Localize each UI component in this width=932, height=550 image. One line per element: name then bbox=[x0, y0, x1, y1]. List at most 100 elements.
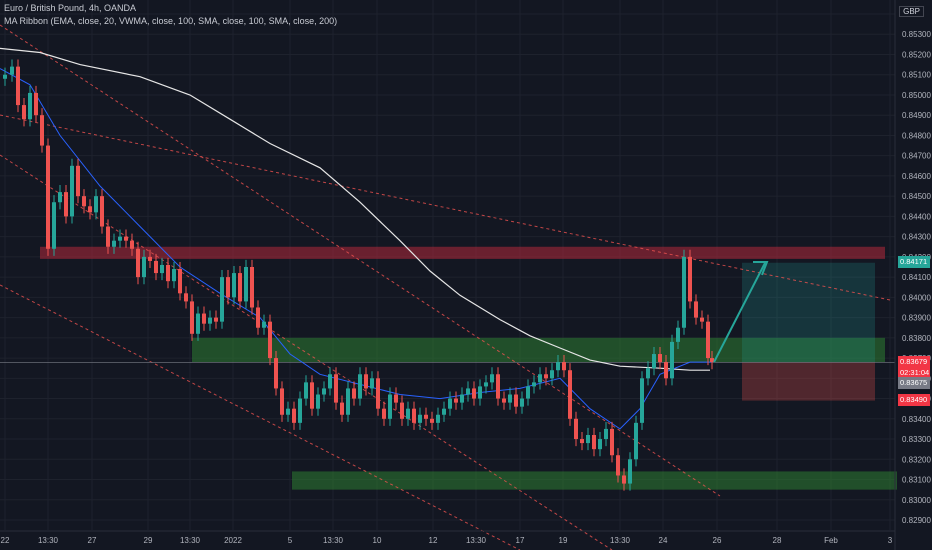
candle-body bbox=[658, 354, 662, 363]
candle-body bbox=[412, 408, 416, 423]
candle-body bbox=[676, 327, 680, 342]
candle-body bbox=[604, 428, 608, 440]
countdown-value: 02:31:04 bbox=[900, 368, 930, 377]
channel-line bbox=[0, 114, 891, 301]
stop-price-tag: 0.83490 bbox=[898, 394, 930, 406]
candle-body bbox=[640, 378, 644, 423]
candle-body bbox=[190, 301, 194, 334]
candle-body bbox=[34, 92, 38, 116]
price-tick-label: 0.83100 bbox=[902, 476, 931, 485]
candle-body bbox=[424, 414, 428, 419]
time-tick-label: 13:30 bbox=[466, 536, 487, 545]
candle-body bbox=[328, 374, 332, 389]
candle-body bbox=[526, 386, 530, 399]
candle-body bbox=[490, 374, 494, 383]
candle-body bbox=[172, 269, 176, 282]
time-tick-label: 26 bbox=[713, 536, 722, 545]
ma-price-tag: 0.83675 bbox=[898, 377, 930, 389]
indicator-title[interactable]: MA Ribbon (EMA, close, 20, VWMA, close, … bbox=[4, 16, 338, 26]
candle-body bbox=[472, 388, 476, 399]
candle-body bbox=[316, 394, 320, 409]
candle-body bbox=[710, 358, 714, 363]
price-tick-label: 0.84600 bbox=[902, 172, 931, 181]
candle-body bbox=[76, 165, 80, 197]
candle-body bbox=[622, 475, 626, 484]
candle-body bbox=[310, 382, 314, 409]
time-tick-label: 22 bbox=[1, 536, 10, 545]
support-zone-lower bbox=[292, 471, 897, 490]
candle-body bbox=[250, 267, 254, 308]
candle-body bbox=[364, 374, 368, 389]
candle-body bbox=[292, 408, 296, 423]
price-tick-label: 0.84400 bbox=[902, 212, 931, 221]
candle-body bbox=[484, 382, 488, 387]
candle-body bbox=[256, 307, 260, 328]
candle-body bbox=[346, 388, 350, 415]
candle-body bbox=[70, 165, 74, 217]
candle-body bbox=[664, 362, 668, 379]
candle-body bbox=[118, 236, 122, 241]
currency-label[interactable]: GBP bbox=[899, 6, 924, 17]
candle-body bbox=[448, 398, 452, 409]
candle-body bbox=[694, 301, 698, 318]
time-tick-label: 13:30 bbox=[38, 536, 59, 545]
position-profit-zone bbox=[742, 262, 875, 363]
time-tick-label: 3 bbox=[888, 536, 893, 545]
candle-body bbox=[616, 455, 620, 476]
candle-body bbox=[580, 439, 584, 444]
candle-body bbox=[154, 260, 158, 274]
candle-body bbox=[166, 264, 170, 282]
candle-body bbox=[94, 196, 98, 213]
candle-body bbox=[682, 256, 686, 328]
candle-body bbox=[442, 408, 446, 415]
support-zone-upper bbox=[192, 337, 885, 363]
candle-body bbox=[298, 398, 302, 423]
candle-body bbox=[706, 321, 710, 359]
candle-body bbox=[478, 386, 482, 399]
candle-body bbox=[382, 408, 386, 419]
price-tick-label: 0.84900 bbox=[902, 111, 931, 120]
price-tick-label: 0.85200 bbox=[902, 50, 931, 59]
candle-body bbox=[700, 317, 704, 322]
current-price-value: 0.83679 bbox=[900, 357, 928, 366]
candle-body bbox=[514, 394, 518, 407]
time-tick-label: 29 bbox=[144, 536, 153, 545]
time-tick-label: 12 bbox=[429, 536, 438, 545]
time-tick-label: 13:30 bbox=[180, 536, 201, 545]
candle-body bbox=[394, 394, 398, 403]
candle-body bbox=[532, 382, 536, 387]
candle-body bbox=[40, 115, 44, 146]
candle-body bbox=[562, 362, 566, 371]
candle-body bbox=[352, 388, 356, 399]
candle-body bbox=[574, 418, 578, 440]
time-tick-label: 13:30 bbox=[323, 536, 344, 545]
candle-body bbox=[634, 422, 638, 460]
candle-body bbox=[460, 394, 464, 403]
candle-body bbox=[268, 321, 272, 359]
price-tick-label: 0.84800 bbox=[902, 131, 931, 140]
price-tick-label: 0.84100 bbox=[902, 273, 931, 282]
time-tick-label: 19 bbox=[559, 536, 568, 545]
projection-arrowhead bbox=[752, 260, 769, 276]
candle-body bbox=[106, 226, 110, 247]
candle-body bbox=[592, 434, 596, 450]
candle-body bbox=[226, 277, 230, 298]
candle-body bbox=[280, 388, 284, 415]
candle-body bbox=[370, 378, 374, 389]
candle-body bbox=[586, 434, 590, 444]
price-tick-label: 0.85300 bbox=[902, 30, 931, 39]
symbol-title[interactable]: Euro / British Pound, 4h, OANDA bbox=[4, 3, 137, 13]
candle-body bbox=[196, 313, 200, 334]
candle-body bbox=[466, 388, 470, 395]
price-tick-label: 0.83300 bbox=[902, 435, 931, 444]
candle-body bbox=[82, 196, 86, 207]
price-tick-label: 0.82900 bbox=[902, 516, 931, 525]
price-tick-label: 0.83800 bbox=[902, 334, 931, 343]
price-tick-label: 0.83000 bbox=[902, 496, 931, 505]
price-tick-label: 0.83400 bbox=[902, 415, 931, 424]
time-tick-label: 13:30 bbox=[610, 536, 631, 545]
candle-body bbox=[238, 273, 242, 302]
candle-body bbox=[208, 317, 212, 324]
